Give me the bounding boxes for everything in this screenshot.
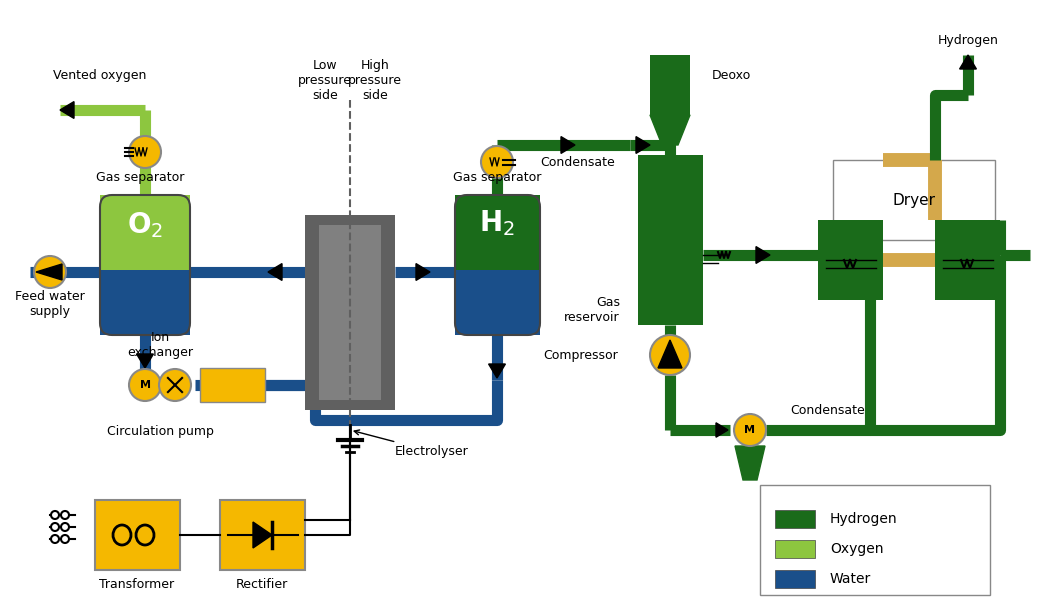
Bar (638, 155, 703, 325)
Text: Hydrogen: Hydrogen (937, 34, 998, 47)
Text: Compressor: Compressor (543, 349, 618, 362)
Polygon shape (416, 264, 430, 280)
Circle shape (51, 523, 59, 531)
Text: Low
pressure
side: Low pressure side (298, 58, 352, 102)
Polygon shape (959, 55, 976, 69)
Bar (935, 220, 1000, 300)
Circle shape (34, 256, 66, 288)
Circle shape (734, 414, 766, 446)
Text: Gas separator: Gas separator (453, 170, 541, 183)
Circle shape (159, 369, 191, 401)
Text: Oxygen: Oxygen (830, 542, 883, 556)
Bar (305, 215, 395, 410)
Circle shape (130, 369, 161, 401)
Bar (200, 368, 265, 402)
Text: Transformer: Transformer (99, 579, 175, 592)
Polygon shape (735, 446, 764, 480)
Text: M: M (744, 425, 755, 435)
Bar (818, 220, 883, 300)
Polygon shape (561, 137, 575, 153)
Bar (455, 270, 540, 335)
Text: Gas separator: Gas separator (96, 170, 184, 183)
Text: Hydrogen: Hydrogen (830, 512, 897, 526)
Polygon shape (650, 115, 690, 145)
Bar (775, 540, 815, 558)
Bar (220, 500, 305, 570)
Polygon shape (489, 364, 505, 378)
Polygon shape (716, 423, 728, 437)
Bar (317, 225, 383, 400)
Polygon shape (658, 340, 682, 368)
Text: High
pressure
side: High pressure side (347, 58, 402, 102)
Text: Vented oxygen: Vented oxygen (54, 69, 146, 82)
Text: Condensate: Condensate (790, 403, 865, 416)
Text: Rectifier: Rectifier (236, 579, 289, 592)
Circle shape (61, 511, 69, 519)
Text: H$_2$: H$_2$ (479, 208, 515, 238)
Circle shape (51, 511, 59, 519)
Text: Deoxo: Deoxo (712, 69, 751, 82)
Bar (100, 270, 190, 335)
Circle shape (481, 146, 513, 178)
Text: Gas
reservoir: Gas reservoir (564, 296, 620, 324)
Circle shape (650, 335, 690, 375)
Circle shape (51, 535, 59, 543)
Bar (305, 215, 319, 410)
Text: O$_2$: O$_2$ (126, 210, 163, 240)
Text: Electrolyser: Electrolyser (354, 430, 469, 458)
Polygon shape (269, 264, 282, 280)
Circle shape (61, 535, 69, 543)
Text: Circulation pump: Circulation pump (106, 425, 214, 438)
Bar (100, 195, 190, 270)
Text: Condensate: Condensate (540, 156, 615, 169)
Bar (775, 570, 815, 588)
Circle shape (61, 523, 69, 531)
Text: Water: Water (830, 572, 871, 586)
Bar (95, 500, 180, 570)
Bar (455, 195, 540, 270)
Polygon shape (137, 354, 154, 368)
Polygon shape (253, 522, 272, 548)
Text: M: M (139, 380, 151, 390)
Polygon shape (636, 137, 650, 153)
Polygon shape (36, 264, 62, 280)
Polygon shape (756, 246, 770, 264)
Circle shape (130, 136, 161, 168)
Bar (760, 485, 990, 595)
Polygon shape (60, 102, 74, 118)
Bar (775, 510, 815, 528)
Text: Feed water
supply: Feed water supply (15, 290, 85, 318)
Bar (381, 215, 395, 410)
Bar (650, 55, 690, 115)
Bar (833, 160, 995, 240)
Text: Dryer: Dryer (893, 192, 935, 207)
Text: Ion
exchanger: Ion exchanger (127, 331, 193, 359)
